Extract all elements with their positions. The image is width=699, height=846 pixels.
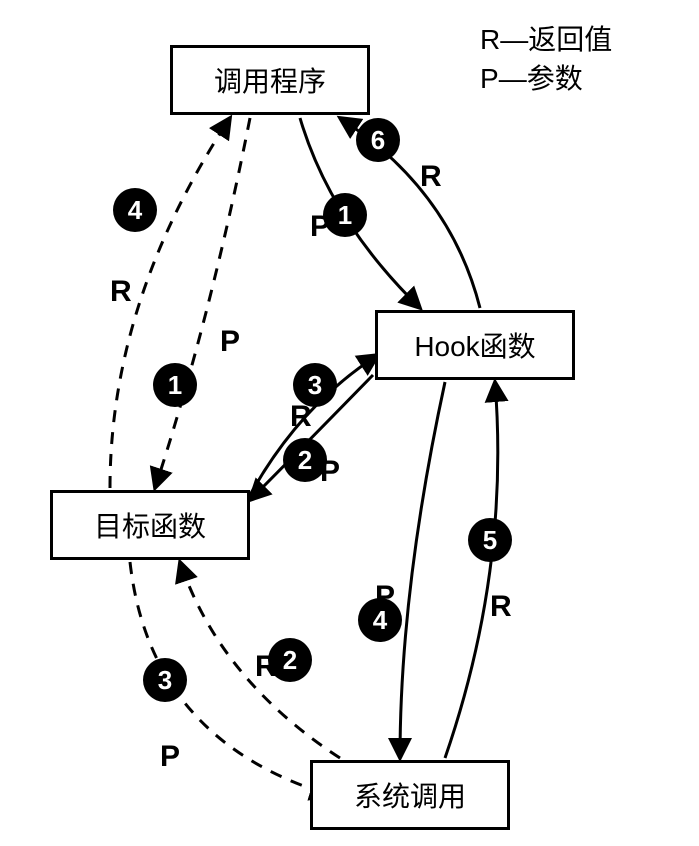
node-hook-label: Hook函数 <box>414 325 535 365</box>
legend-r-symbol: R <box>480 24 500 55</box>
legend-r-text: 返回值 <box>528 24 612 55</box>
edge-badge-e5: 4 <box>358 598 402 642</box>
edge-badge-e4: 3 <box>293 363 337 407</box>
edge-label-d3: P <box>160 740 180 774</box>
node-target-label: 目标函数 <box>94 505 206 545</box>
legend-p-text: 参数 <box>527 63 583 94</box>
node-target: 目标函数 <box>50 490 250 560</box>
diagram-canvas: 调用程序 Hook函数 目标函数 系统调用 R—返回值 P—参数 P1R6P2R… <box>0 0 699 846</box>
edge-badge-d2: 4 <box>113 188 157 232</box>
node-syscall-label: 系统调用 <box>354 775 466 815</box>
node-hook: Hook函数 <box>375 310 575 380</box>
edge-label-e2: R <box>420 160 442 194</box>
legend-row-p: P—参数 <box>480 59 612 98</box>
edge-label-d2: R <box>110 275 132 309</box>
edge-badge-d3: 3 <box>143 658 187 702</box>
node-syscall: 系统调用 <box>310 760 510 830</box>
edge-badge-d1: 1 <box>153 363 197 407</box>
legend-row-r: R—返回值 <box>480 20 612 59</box>
edge-badge-e2: 6 <box>356 118 400 162</box>
node-caller-label: 调用程序 <box>214 60 326 100</box>
edge-e6 <box>445 382 498 758</box>
edges-svg <box>0 0 699 846</box>
node-caller: 调用程序 <box>170 45 370 115</box>
edge-label-e6: R <box>490 590 512 624</box>
edge-e5 <box>400 382 445 758</box>
edge-d1 <box>155 118 250 488</box>
edge-badge-e3: 2 <box>283 438 327 482</box>
edge-label-d1: P <box>220 325 240 359</box>
edge-badge-e1: 1 <box>323 193 367 237</box>
edge-badge-d4: 2 <box>268 638 312 682</box>
legend-p-symbol: P <box>480 63 499 94</box>
legend: R—返回值 P—参数 <box>480 20 612 98</box>
edge-badge-e6: 5 <box>468 518 512 562</box>
